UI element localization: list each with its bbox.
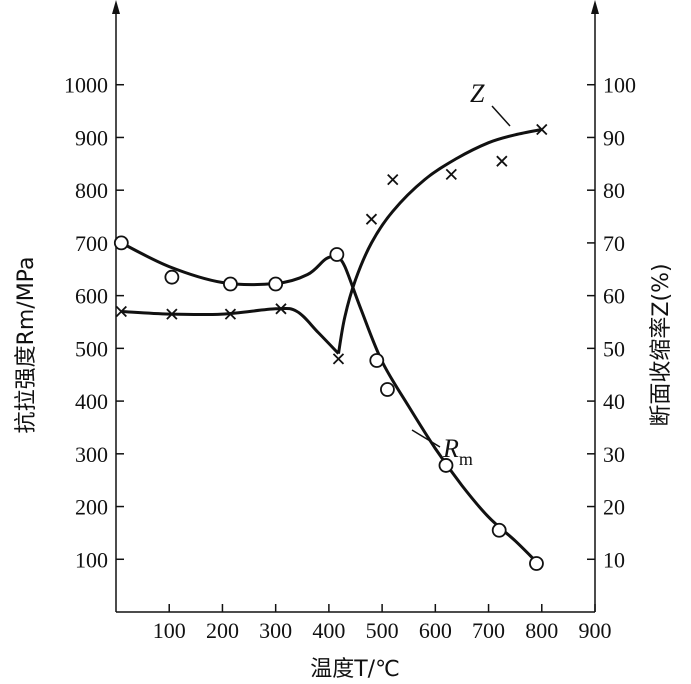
x-tick-label: 500 [366,618,399,643]
z-data-point [387,173,399,186]
rm-data-point [164,269,180,285]
markers [113,123,548,571]
z-data-point [275,303,287,315]
rm-data-point [491,522,507,538]
y-left-tick-label: 600 [75,284,108,309]
y-right-tick-label: 70 [603,231,625,256]
axes [112,0,599,613]
z-data-point [332,353,345,365]
rm-data-point [369,353,385,368]
x-tick-label: 900 [579,618,612,643]
z-curve-line-left [121,306,340,355]
z-curve-label: Z [470,79,485,108]
z-curve-line-right [337,128,543,354]
y-left-tick-label: 500 [75,336,108,361]
x-tick-label: 800 [525,618,558,643]
y-left-tick-label: 100 [75,547,108,572]
z-data-point [445,168,457,181]
y-right-tick-label: 60 [603,284,625,309]
x-tick-label: 300 [259,618,292,643]
x-ticks: 100 200 300 400 500 600 700 800 900 [153,604,612,643]
rm-label-sub: m [459,449,473,469]
y-left-tick-label: 700 [75,231,108,256]
rm-label-main: R [442,434,459,463]
rm-data-point [380,382,395,397]
z-data-point [166,308,178,320]
y-ticks-left: 100 200 300 400 500 600 700 800 900 1000 [64,73,124,572]
x-axis-title: 温度T/℃ [310,657,400,682]
y-left-tick-label: 400 [75,389,108,414]
y-right-tick-label: 20 [603,495,625,520]
rm-data-point [329,247,345,262]
y-left-tick-label: 1000 [64,73,108,98]
left-axis-arrow [112,0,120,14]
y-axis-title-left: 抗拉强度Rm/MPa [14,257,39,434]
y-right-tick-label: 50 [603,336,625,361]
rm-label-leader [411,429,441,448]
x-tick-label: 100 [153,618,186,643]
z-data-point [224,308,237,320]
rm-data-point [223,276,238,292]
z-label-leader [491,105,511,127]
y-right-tick-label: 90 [603,125,625,150]
y-left-tick-label: 200 [75,495,108,520]
z-data-point [115,305,127,318]
rm-curve-line [120,241,538,563]
rm-data-point [268,276,284,292]
rm-data-point [438,458,454,473]
y-left-tick-label: 800 [75,178,108,203]
y-right-tick-label: 10 [603,547,625,572]
x-tick-label: 200 [206,618,239,643]
y-ticks-right: 10 20 30 40 50 60 70 80 90 100 [587,73,636,572]
z-data-point [365,213,378,225]
x-tick-label: 700 [472,618,505,643]
x-tick-label: 400 [312,618,345,643]
curves [120,128,543,563]
y-right-tick-label: 30 [603,442,625,467]
z-data-point [496,155,508,167]
y-right-tick-label: 100 [603,73,636,98]
rm-curve-label: Rm [442,434,473,469]
y-left-tick-label: 900 [75,125,108,150]
y-right-tick-label: 40 [603,389,625,414]
x-tick-label: 600 [419,618,452,643]
rm-data-point [529,556,544,571]
z-data-point [536,123,548,136]
right-axis-arrow [591,0,599,14]
y-right-tick-label: 80 [603,178,625,203]
y-left-tick-label: 300 [75,442,108,467]
y-axis-title-right: 断面收缩率Z(%) [649,263,674,426]
rm-data-point [113,235,129,251]
